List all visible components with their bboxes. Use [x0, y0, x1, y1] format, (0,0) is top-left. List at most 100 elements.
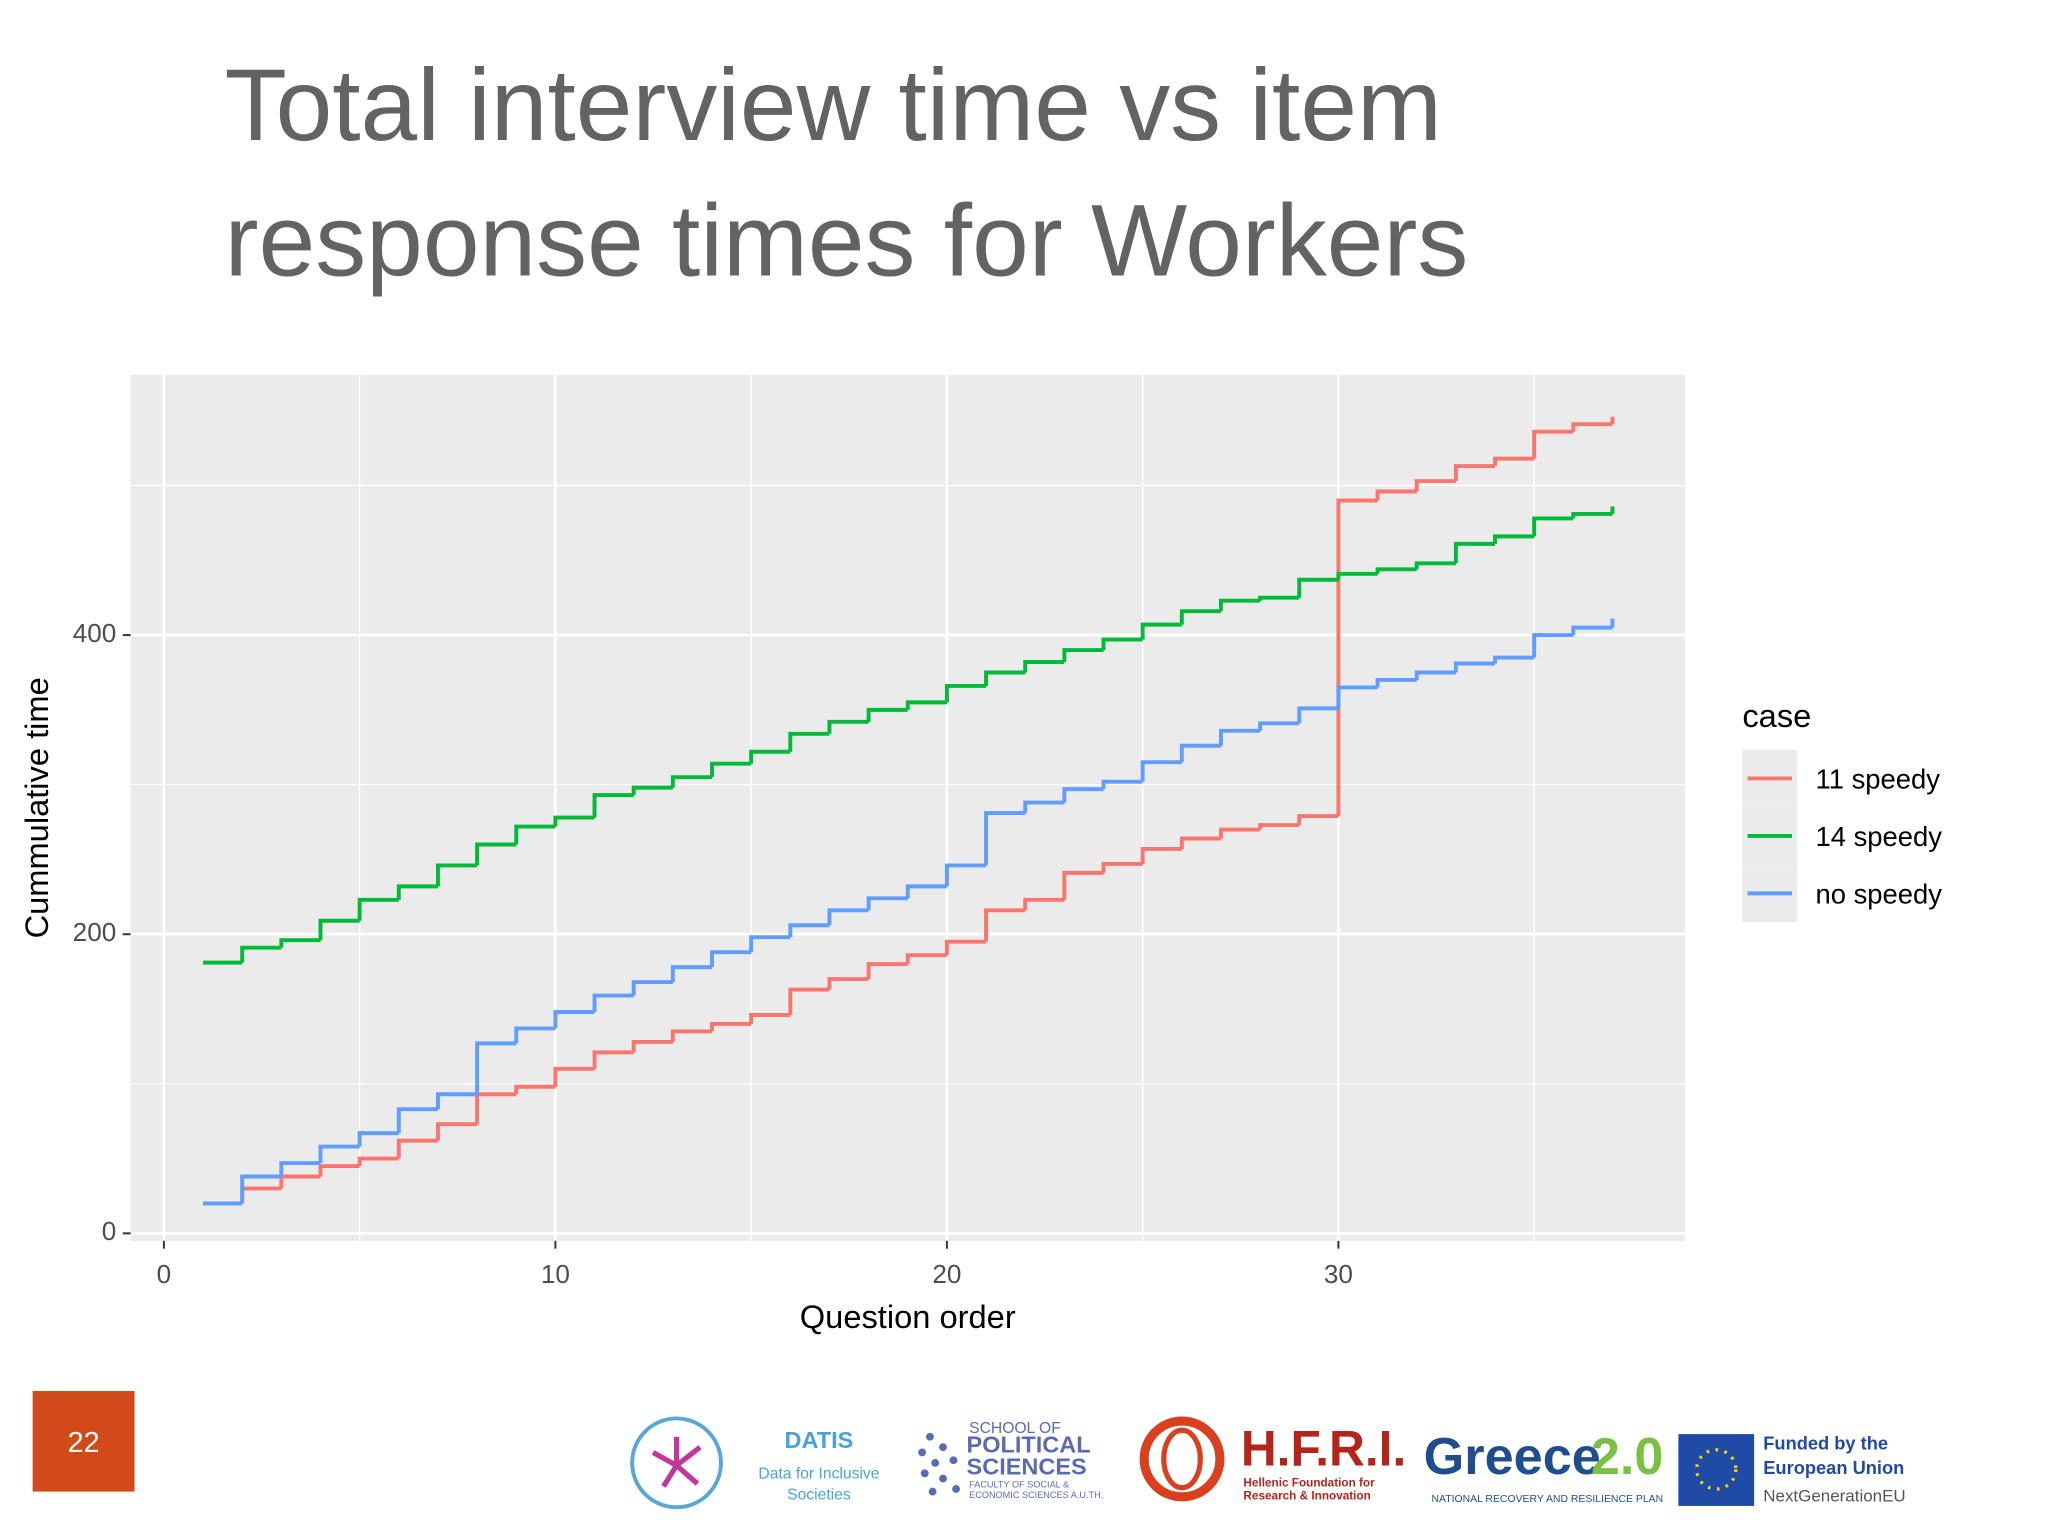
chart-title: Total interview time vs item response ti… — [224, 47, 1469, 298]
school-sub-box: FACULTY OF SOCIAL & ECONOMIC SCIENCES A.… — [969, 1481, 1104, 1501]
step-segment — [905, 700, 947, 710]
step-segment — [1297, 577, 1339, 598]
step-segment — [553, 1066, 595, 1087]
eu-line2: European Union — [1763, 1457, 1904, 1478]
step-segment — [944, 683, 987, 703]
step-segment — [1375, 567, 1417, 574]
step-segment — [1179, 836, 1221, 849]
step-segment — [1258, 595, 1300, 601]
step-segment — [279, 938, 321, 948]
step-segment — [1571, 422, 1613, 432]
step-segment — [984, 908, 1026, 942]
step-segment — [357, 1156, 399, 1167]
step-segment — [670, 775, 713, 788]
step-segment — [318, 918, 360, 941]
step-segment — [1258, 823, 1300, 830]
step-segment — [710, 1021, 752, 1032]
legend-label: no speedy — [1816, 878, 1943, 909]
step-segment — [788, 923, 830, 938]
school-top: SCHOOL OF — [969, 1420, 1061, 1437]
y-axis-label: Cummulative time — [18, 677, 55, 938]
step-segment — [475, 1041, 517, 1095]
step-segment — [1414, 670, 1456, 680]
school-sub: FACULTY OF SOCIAL & ECONOMIC SCIENCES A.… — [969, 1481, 1104, 1501]
legend-label: 11 speedy — [1816, 763, 1941, 794]
x-tick-label: 30 — [1324, 1259, 1353, 1289]
step-segment — [1336, 498, 1378, 817]
step-segment — [1023, 897, 1065, 911]
step-segment — [1101, 779, 1143, 790]
step-segment — [1297, 706, 1339, 724]
hfri-sub: Hellenic Foundation for Research & Innov… — [1243, 1475, 1375, 1503]
step-segment — [631, 1039, 673, 1053]
step-segment — [1493, 655, 1535, 664]
step-segment — [749, 935, 791, 953]
step-segment — [1023, 660, 1065, 673]
step-segment — [827, 719, 869, 734]
step-segment — [1062, 648, 1104, 663]
step-segment — [1062, 787, 1104, 803]
step-segment — [553, 815, 595, 827]
step-segment — [670, 1029, 713, 1042]
hfri-name: H.F.R.I. — [1241, 1421, 1406, 1477]
step-segment — [435, 863, 478, 887]
step-segment — [710, 950, 752, 968]
eu-logo: Funded by the European Union NextGenerat… — [1678, 1432, 1906, 1506]
y-tick-label: 200 — [73, 917, 117, 947]
step-segment — [1532, 516, 1574, 537]
legend-label: 14 speedy — [1816, 821, 1943, 852]
step-segment — [1219, 827, 1261, 839]
page-number: 22 — [68, 1427, 100, 1459]
step-segment — [435, 1122, 478, 1141]
step-segment — [1140, 760, 1182, 782]
step-segment — [866, 707, 908, 722]
step-segment — [514, 824, 556, 845]
step-segment — [1023, 800, 1065, 814]
legend-title: case — [1742, 697, 1811, 734]
step-segment — [1219, 598, 1261, 612]
y-tick-label: 400 — [73, 618, 117, 648]
y-tick-label: 0 — [102, 1216, 117, 1246]
step-segment — [1219, 728, 1261, 746]
school-dots — [918, 1432, 960, 1496]
datis-sub: Data for Inclusive Societies — [758, 1464, 880, 1504]
datis-figures — [651, 1436, 702, 1488]
hfri-logo: H.F.R.I. Hellenic Foundation for Researc… — [1139, 1416, 1406, 1503]
step-segment — [396, 1107, 438, 1134]
step-segment — [1493, 456, 1535, 467]
school-main: POLITICAL SCIENCES — [966, 1434, 1091, 1480]
title-container: Total interview time vs item response ti… — [224, 47, 1469, 298]
step-segment — [240, 1174, 282, 1204]
step-segment — [749, 749, 791, 764]
hfri-sub-box: Hellenic Foundation for Research & Innov… — [1243, 1475, 1375, 1503]
step-segment — [1297, 814, 1339, 826]
step-segment — [1493, 534, 1535, 544]
step-segment — [905, 884, 947, 899]
step-segment — [514, 1084, 556, 1095]
step-segment — [1414, 561, 1456, 570]
x-axis-label: Question order — [800, 1298, 1016, 1335]
step-segment — [514, 1026, 556, 1044]
step-segment — [1453, 541, 1496, 564]
step-segment — [944, 939, 987, 956]
step-segment — [553, 1010, 595, 1029]
step-segment — [1532, 633, 1574, 658]
step-segment — [1336, 571, 1378, 580]
step-segment — [1375, 678, 1417, 688]
x-tick-label: 0 — [157, 1259, 172, 1289]
step-segment — [592, 993, 634, 1012]
greece-sub: NATIONAL RECOVERY AND RESILIENCE PLAN — [1432, 1494, 1664, 1505]
x-tick-label: 20 — [932, 1259, 961, 1289]
step-segment — [827, 908, 869, 926]
step-segment — [1571, 511, 1613, 519]
step-segment — [984, 670, 1026, 686]
eu-stars — [1695, 1448, 1738, 1491]
eu-line1: Funded by the — [1763, 1432, 1888, 1453]
step-segment — [396, 884, 438, 900]
step-segment — [905, 953, 947, 965]
step-segment — [1179, 609, 1221, 625]
school-main-box: POLITICAL SCIENCES — [966, 1434, 1091, 1480]
step-segment — [827, 977, 869, 990]
greece-name: Greece — [1424, 1428, 1601, 1486]
